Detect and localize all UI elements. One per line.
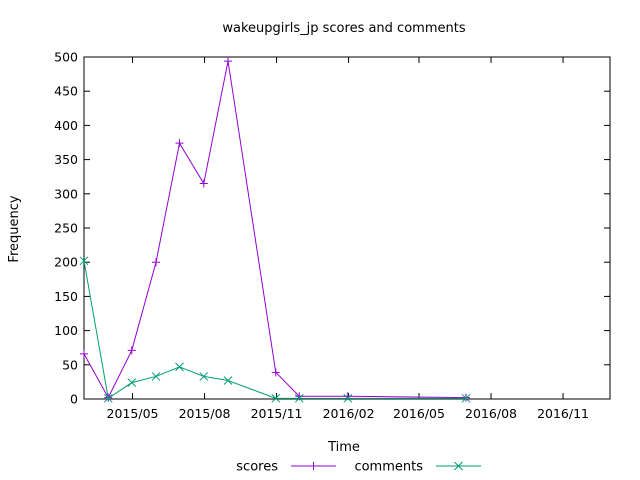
comments-point [103,393,113,403]
x-tick-label: 2015/08 [179,406,231,421]
series-layer [79,57,471,403]
comments-point [199,372,209,381]
y-tick-label: 50 [62,357,78,372]
comments-point [151,372,161,381]
x-tick-label: 2016/08 [465,406,517,421]
legend-label-comments: comments [354,460,423,475]
y-axis-label: Frequency [7,195,22,262]
y-tick-label: 150 [54,289,78,304]
x-tick-label: 2016/11 [537,406,589,421]
scores-point [224,57,233,66]
comments-point [461,393,471,403]
comments-line [83,260,466,400]
legend-marker-scores [309,462,318,470]
scores-point [271,368,280,377]
comments-point [175,362,184,372]
legend: scores comments [236,460,481,475]
x-tick-label: 2016/02 [323,406,375,421]
scores-line [83,61,466,399]
chart-title: wakeupgirls_jp scores and comments [222,21,465,36]
y-tick-label: 0 [70,392,78,407]
y-tick-label: 350 [54,152,78,167]
y-tick-label: 250 [54,221,78,236]
y-tick-label: 300 [54,186,78,201]
y-tick-label: 100 [54,323,78,338]
legend-label-scores: scores [236,460,278,475]
comments-point [294,393,304,403]
x-tick-label: 2015/11 [251,406,303,421]
scores-point [80,349,88,358]
y-tick-label: 400 [54,118,78,133]
scores-point [127,346,136,355]
series-scores [80,57,470,402]
comments-point [79,256,89,266]
legend-marker-comments [454,461,463,471]
x-axis-label: Time [327,440,360,455]
comments-point [343,393,353,403]
comments-point [223,376,233,385]
scores-point [175,139,184,148]
x-tick-label: 2015/05 [107,406,159,421]
comments-point [271,393,281,403]
comments-point [127,378,137,387]
x-tick-label: 2016/05 [393,406,445,421]
scores-point [152,258,161,267]
scores-point [199,179,208,188]
series-comments [79,256,471,403]
y-tick-label: 500 [54,50,78,65]
y-tick-label: 450 [54,84,78,99]
y-tick-label: 200 [54,255,78,270]
axes: 0 50 100 150 200 250 300 350 400 450 500 2015/05 201… [54,50,611,421]
